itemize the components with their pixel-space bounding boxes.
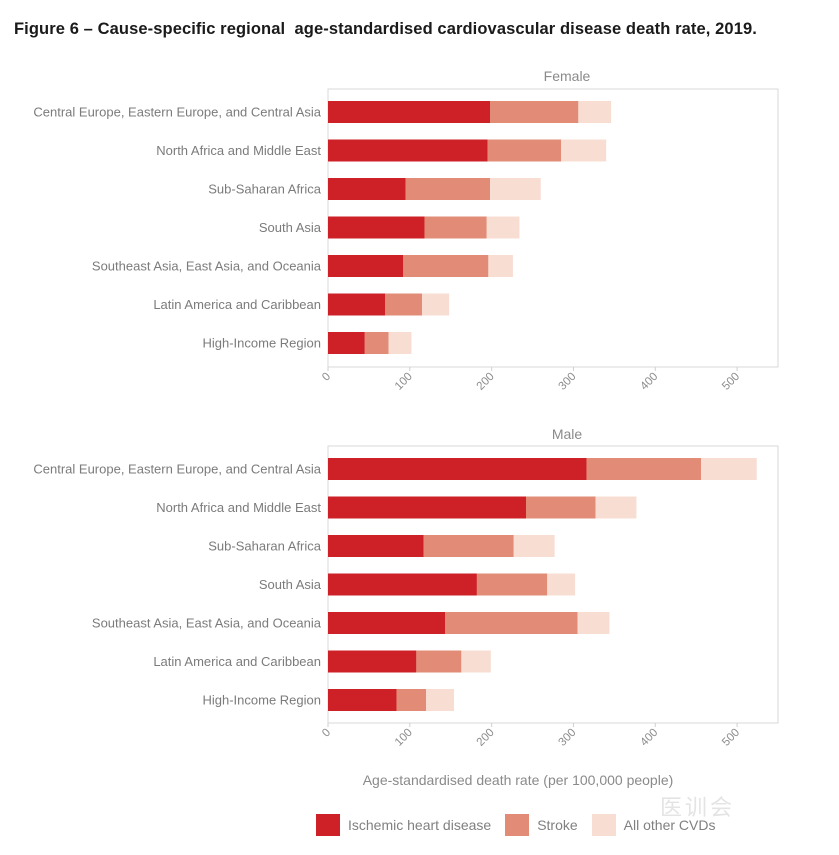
panel-0-tick-label-0: 0 [320, 371, 333, 384]
figure-title: Figure 6 – Cause-specific regional age-s… [14, 20, 757, 38]
panel-1-bar-stroke-0 [586, 458, 702, 480]
panel-0-category-label-2: Sub-Saharan Africa [208, 182, 322, 197]
panel-0-bar-stroke-2 [405, 178, 490, 200]
panel-1-tick-label-0: 0 [320, 727, 333, 740]
panel-1-bar-other-3 [547, 573, 576, 596]
panel-0-bar-stroke-5 [385, 293, 423, 316]
panel-1-category-label-4: Southeast Asia, East Asia, and Oceania [92, 616, 322, 631]
panel-1-category-label-1: North Africa and Middle East [156, 500, 321, 515]
panel-1-bar-stroke-5 [416, 650, 462, 673]
panel-1-tick-label-4: 400 [638, 727, 660, 749]
panel-1-bar-ischemic-5 [328, 650, 417, 673]
panel-0-tick-label-3: 300 [557, 371, 579, 393]
panel-1-bar-other-0 [701, 458, 757, 480]
panel-0-bar-stroke-6 [364, 332, 389, 354]
panel-1-bar-ischemic-2 [328, 535, 424, 557]
panel-1-category-label-0: Central Europe, Eastern Europe, and Cent… [33, 462, 321, 477]
panel-0-bar-ischemic-6 [328, 332, 365, 354]
panel-1-bar-other-6 [426, 689, 454, 711]
legend-label-ischemic: Ischemic heart disease [348, 817, 492, 833]
legend-swatch-ischemic [316, 814, 340, 836]
panel-0-bar-other-4 [488, 255, 513, 277]
panel-0-bar-other-2 [490, 178, 541, 200]
panel-0-category-label-5: Latin America and Caribbean [153, 297, 321, 312]
panel-1-tick-label-3: 300 [557, 727, 579, 749]
panel-0-bar-stroke-1 [487, 139, 562, 162]
panel-1-xlabel: Age-standardised death rate (per 100,000… [363, 772, 674, 788]
panel-0-bar-ischemic-0 [328, 101, 490, 123]
panel-1-bar-ischemic-0 [328, 458, 587, 480]
panel-1-bar-stroke-3 [476, 573, 548, 596]
panel-0-bar-stroke-0 [490, 101, 579, 123]
legend-label-other: All other CVDs [623, 817, 716, 833]
panel-1-bar-stroke-2 [423, 535, 514, 557]
panel-0-category-label-3: South Asia [259, 220, 322, 235]
panel-1-bar-other-2 [513, 535, 555, 557]
panel-1-tick-label-5: 500 [720, 727, 742, 749]
panel-1-bar-other-1 [595, 496, 637, 519]
panel-0-bar-ischemic-4 [328, 255, 404, 277]
legend-swatch-stroke [505, 814, 530, 836]
legend-label-stroke: Stroke [537, 817, 578, 833]
panel-1-title: Male [552, 426, 583, 442]
panel-1-category-label-6: High-Income Region [202, 693, 321, 708]
panel-0-category-label-4: Southeast Asia, East Asia, and Oceania [92, 259, 322, 274]
panel-1-bar-ischemic-6 [328, 689, 397, 711]
panel-0-bar-other-5 [422, 293, 450, 316]
panel-0-bar-ischemic-1 [328, 139, 488, 162]
panel-1-tick-label-2: 200 [475, 727, 497, 749]
panel-0-category-label-1: North Africa and Middle East [156, 143, 321, 158]
panel-0-tick-label-1: 100 [393, 371, 415, 393]
panel-0-bar-ischemic-3 [328, 216, 425, 239]
legend-swatch-other [591, 814, 616, 836]
panel-0-bar-ischemic-5 [328, 293, 386, 316]
panel-1-bar-other-5 [461, 650, 491, 673]
panel-1-category-label-2: Sub-Saharan Africa [208, 539, 322, 554]
panel-0-category-label-6: High-Income Region [202, 336, 321, 351]
legend-item-stroke: Stroke [505, 814, 578, 836]
legend-item-ischemic: Ischemic heart disease [316, 814, 491, 836]
panel-0-bar-other-3 [486, 216, 520, 239]
panel-1-bar-stroke-1 [526, 496, 596, 519]
panel-1-bar-ischemic-3 [328, 573, 477, 596]
panel-1-bar-stroke-6 [396, 689, 427, 711]
legend-item-other: All other CVDs [591, 814, 716, 836]
panel-0-bar-stroke-4 [403, 255, 489, 277]
panel-1-bar-other-4 [577, 612, 610, 634]
panel-0-bar-other-1 [561, 139, 607, 162]
charts-svg: Female 0 100 200 300 400 500 Central Europe, Ea… [33, 68, 779, 788]
panel-0-title: Female [544, 68, 591, 84]
panel-1-tick-label-1: 100 [393, 727, 415, 749]
panel-0-bar-stroke-3 [424, 216, 487, 239]
panel-1-bar-ischemic-1 [328, 496, 526, 519]
legend: Ischemic heart disease Stroke All other … [316, 814, 729, 836]
panel-0-tick-label-2: 200 [475, 371, 497, 393]
panel-0-bar-other-0 [578, 101, 612, 123]
watermark-logo: 医训会 [660, 795, 736, 820]
panel-0-bar-other-6 [388, 332, 412, 354]
panel-0-bar-ischemic-2 [328, 178, 406, 200]
panel-1-bar-stroke-4 [445, 612, 578, 634]
panel-0-category-label-0: Central Europe, Eastern Europe, and Cent… [33, 105, 321, 120]
panel-1-category-label-3: South Asia [259, 577, 322, 592]
panel-0-tick-label-5: 500 [720, 371, 742, 393]
panel-0-tick-label-4: 400 [638, 371, 660, 393]
panel-1-category-label-5: Latin America and Caribbean [153, 654, 321, 669]
panel-1-bar-ischemic-4 [328, 612, 445, 634]
